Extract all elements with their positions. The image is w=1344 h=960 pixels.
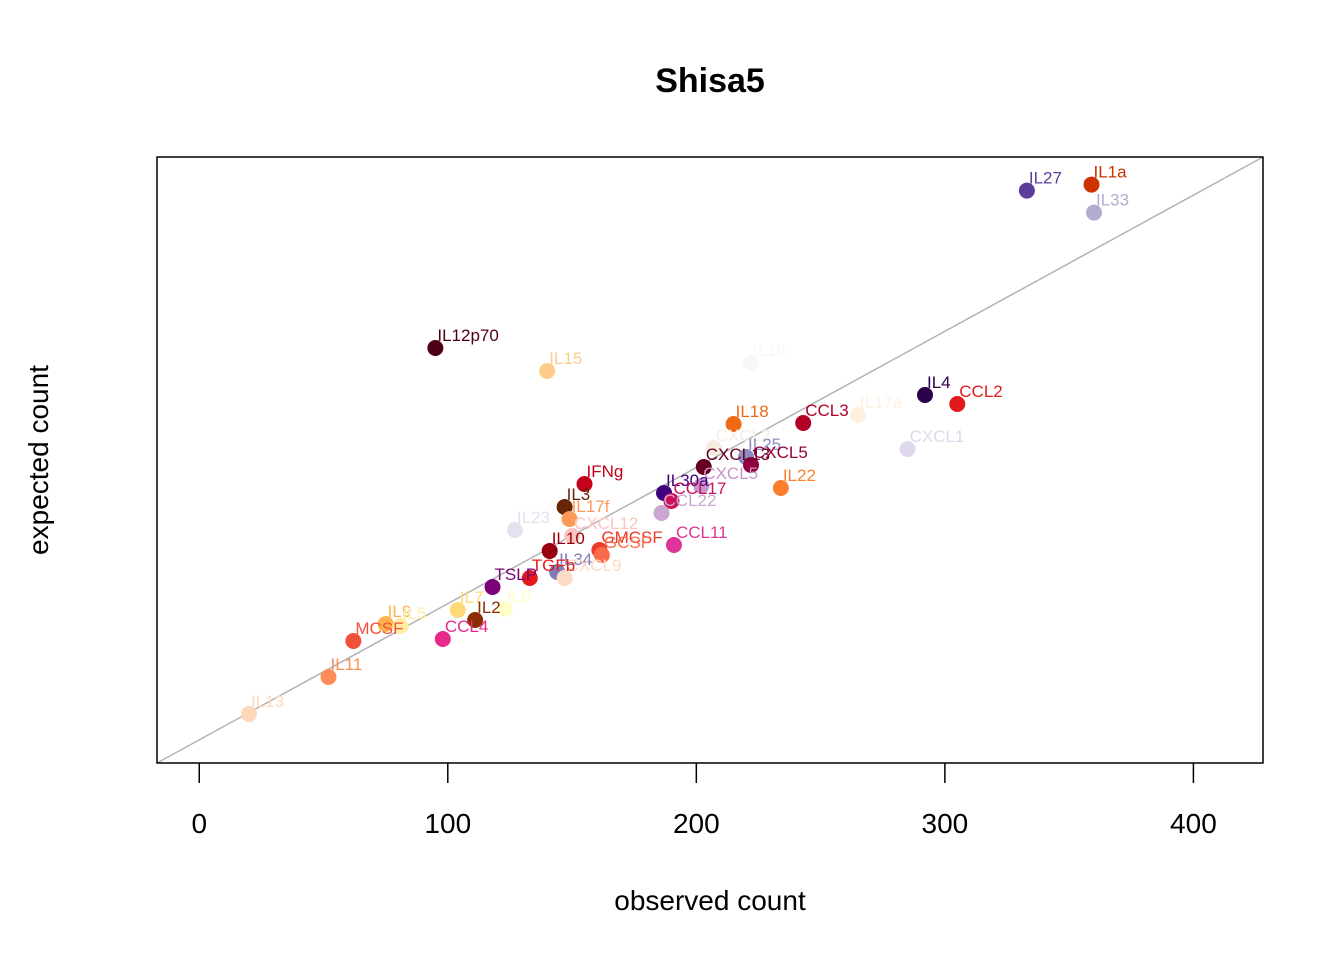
- x-tick-label: 400: [1170, 808, 1217, 839]
- data-point: [556, 499, 573, 516]
- point-label: IL17f: [572, 497, 610, 516]
- point-label: CXCL1: [910, 427, 965, 446]
- data-point: [345, 633, 362, 650]
- data-point: [377, 615, 394, 632]
- data-point: [427, 340, 444, 357]
- data-point: [496, 601, 513, 618]
- y-axis-title: expected count: [23, 365, 54, 555]
- data-point: [899, 440, 916, 457]
- x-tick-label: 100: [424, 808, 471, 839]
- point-label: IL34: [559, 550, 592, 569]
- data-point: [795, 414, 812, 431]
- data-point: [541, 542, 558, 559]
- point-label: CCL4: [445, 617, 488, 636]
- data-point: [1083, 176, 1100, 193]
- point-label: GCSF: [604, 533, 651, 552]
- point-label: IL3: [567, 485, 591, 504]
- data-point: [593, 547, 610, 564]
- data-point: [705, 440, 722, 457]
- point-label: IL33: [1096, 191, 1129, 210]
- point-label: IL1a: [1094, 163, 1128, 182]
- point-label: IL15: [549, 349, 582, 368]
- point-label: CXCL2: [716, 426, 771, 445]
- data-point: [743, 354, 760, 371]
- point-label: IL18: [736, 402, 769, 421]
- point-label: IL10: [552, 529, 585, 548]
- data-point: [1085, 204, 1102, 221]
- data-point: [240, 706, 257, 723]
- data-point: [561, 511, 578, 528]
- data-point: [1018, 182, 1035, 199]
- data-point: [564, 527, 581, 544]
- point-label: IL27: [1029, 169, 1062, 188]
- x-tick-label: 300: [922, 808, 969, 839]
- point-label: IL23: [517, 508, 550, 527]
- data-point: [467, 611, 484, 628]
- point-label: CXCL5: [703, 464, 758, 483]
- point-label: CCL17: [673, 479, 726, 498]
- data-point: [693, 477, 710, 494]
- plot-area: 0 100 200 300 400 IL1a IL27 IL33 IL12p70 IL15 IL16…: [156, 156, 1264, 839]
- data-point: [665, 537, 682, 554]
- data-point: [556, 569, 573, 586]
- point-label: IL17a: [860, 393, 903, 412]
- point-label: GMCSF: [601, 528, 662, 547]
- point-label: CXCL12: [574, 514, 638, 533]
- point-label: CXCL13: [706, 445, 770, 464]
- point-label: TSLP: [495, 565, 538, 584]
- point-label: IL2: [477, 598, 501, 617]
- data-point: [663, 493, 680, 510]
- data-point: [484, 579, 501, 596]
- data-point: [772, 479, 789, 496]
- point-label: IL7: [460, 588, 484, 607]
- point-label: CCL3: [805, 401, 848, 420]
- data-point: [320, 669, 337, 686]
- data-point: [506, 521, 523, 538]
- data-point: [392, 617, 409, 634]
- data-point: [521, 569, 538, 586]
- data-point: [849, 406, 866, 423]
- data-point: [725, 416, 742, 433]
- data-point: [695, 459, 712, 476]
- x-tick-label: 0: [191, 808, 207, 839]
- point-label: IL6: [507, 587, 531, 606]
- point-label: IL12p70: [437, 326, 498, 345]
- point-label: IL22: [783, 466, 816, 485]
- data-point: [653, 505, 670, 522]
- data-point: [539, 362, 556, 379]
- point-label: IL4: [927, 373, 951, 392]
- point-label: CCL2: [959, 382, 1002, 401]
- data-point: [916, 386, 933, 403]
- data-point: [949, 396, 966, 413]
- point-label: MCSF: [355, 619, 403, 638]
- point-label: IL16: [753, 341, 786, 360]
- data-point: [743, 457, 760, 474]
- point-label: CXCL5: [753, 443, 808, 462]
- x-tick-label: 200: [673, 808, 720, 839]
- point-label: IL9: [388, 602, 412, 621]
- chart-title: Shisa5: [655, 62, 765, 100]
- plot-frame: [156, 156, 1264, 764]
- point-label: CCL11: [676, 523, 728, 542]
- point-label: IL30a: [666, 471, 709, 490]
- reference-line: [156, 156, 1264, 764]
- x-axis-title: observed count: [614, 885, 806, 916]
- point-label: TGFb: [532, 556, 575, 575]
- point-label: CCL22: [664, 491, 717, 510]
- data-point: [449, 601, 466, 618]
- point-label: IL13: [251, 692, 284, 711]
- point-label: IL25: [748, 435, 781, 454]
- point-label: IL5: [403, 604, 427, 623]
- data-point: [434, 631, 451, 648]
- data-point: [576, 475, 593, 492]
- point-label: IL11: [330, 655, 362, 674]
- point-label: IFNg: [586, 462, 623, 481]
- point-label: CXCL9: [567, 556, 622, 575]
